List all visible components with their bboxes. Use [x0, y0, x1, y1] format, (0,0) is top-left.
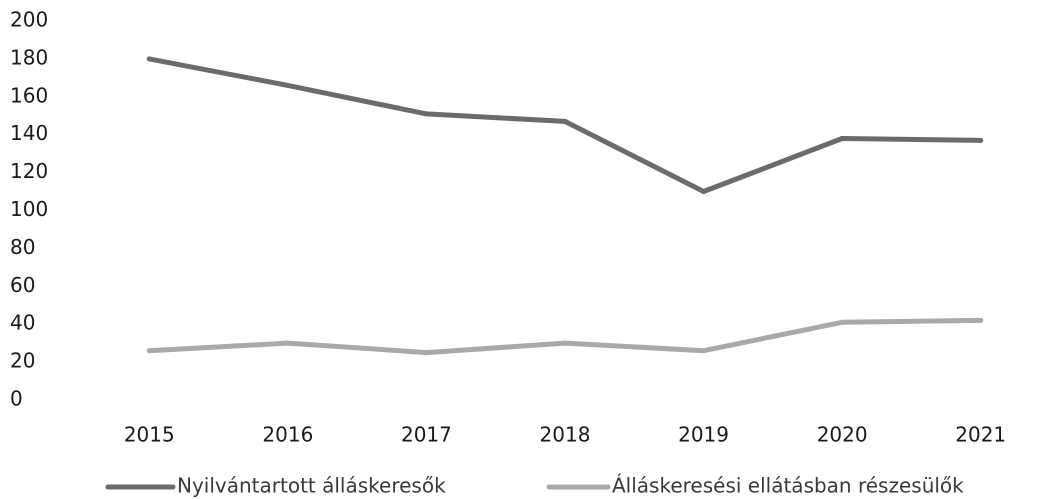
series-2-point: [839, 319, 845, 325]
series-1-point: [701, 189, 707, 195]
x-tick-label: 2016: [262, 423, 313, 447]
x-tick-label: 2018: [540, 423, 591, 447]
series-1-point: [562, 118, 568, 124]
series-2-point: [701, 348, 707, 354]
legend-label-1: Nyilvántartott álláskeresők: [177, 474, 446, 498]
series-2-point: [285, 340, 291, 346]
y-tick-label: 40: [10, 311, 35, 335]
series-1-point: [146, 56, 152, 62]
y-tick-label: 140: [10, 121, 48, 145]
legend: Nyilvántartott álláskeresők Álláskeresési…: [105, 474, 964, 498]
legend-label-2: Álláskeresési ellátásban részesülők: [612, 474, 964, 498]
series-1-point: [978, 137, 984, 143]
series-1-point: [285, 82, 291, 88]
y-tick-label: 100: [10, 197, 48, 221]
x-axis: 2015 2016 2017 2018 2019 2020 2021: [124, 423, 1006, 447]
y-tick-label: 20: [10, 349, 35, 373]
y-tick-label: 0: [10, 387, 23, 411]
x-tick-label: 2019: [678, 423, 729, 447]
x-tick-label: 2021: [955, 423, 1006, 447]
series-1-point: [839, 135, 845, 141]
series-2-point: [978, 317, 984, 323]
series-2-point: [562, 340, 568, 346]
y-axis: 0 20 40 60 80 100 120 140 160 180 200: [10, 8, 48, 411]
series-1-point: [423, 111, 429, 117]
series-2-point: [146, 348, 152, 354]
y-tick-label: 60: [10, 273, 35, 297]
x-tick-label: 2020: [817, 423, 868, 447]
series-line-1: [146, 56, 984, 194]
y-tick-label: 160: [10, 83, 48, 107]
plot-area: [146, 56, 984, 356]
y-tick-label: 180: [10, 45, 48, 69]
x-tick-label: 2017: [401, 423, 452, 447]
y-tick-label: 120: [10, 159, 48, 183]
y-tick-label: 200: [10, 8, 48, 32]
series-line-2: [146, 317, 984, 356]
series-2-point: [423, 350, 429, 356]
x-tick-label: 2015: [124, 423, 175, 447]
y-tick-label: 80: [10, 235, 35, 259]
